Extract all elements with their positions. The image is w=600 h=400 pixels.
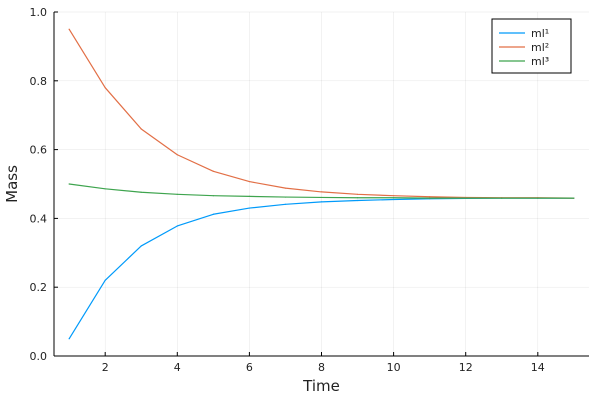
- data-point-s3-5: [212, 195, 214, 197]
- data-point-s2-8: [320, 191, 323, 193]
- data-point-s2-3: [140, 128, 142, 130]
- tick-labels: 2 4 6 8 10 12 14 0.0 0.2 0.4 0.6 0.8 1.0: [30, 6, 545, 374]
- data-point-s1-4: [176, 225, 178, 227]
- axes: [53, 11, 589, 357]
- data-point-s1-6: [248, 207, 250, 209]
- data-point-s2-5: [212, 170, 214, 172]
- x-tick-label: 2: [102, 361, 109, 374]
- data-point-s1-1: [68, 338, 70, 340]
- data-point-s2-6: [248, 180, 250, 183]
- legend-label-3: ml³: [531, 55, 549, 68]
- data-point-s2-4: [176, 154, 178, 156]
- data-point-s3-6: [248, 195, 250, 197]
- legend-label-2: ml²: [531, 41, 549, 54]
- data-point-s1-7: [284, 203, 287, 205]
- y-tick-label: 0.8: [30, 75, 48, 88]
- data-point-s3-9: [356, 197, 359, 199]
- data-point-s3-13: [501, 197, 503, 199]
- y-tick-label: 0.4: [30, 212, 48, 225]
- y-tick-label: 0.6: [30, 144, 48, 157]
- data-point-s1-8: [320, 201, 323, 203]
- y-tick-label: 0.0: [30, 350, 48, 363]
- y-tick-label: 0.2: [30, 281, 48, 294]
- x-tick-label: 12: [459, 361, 473, 374]
- legend-box: [491, 18, 572, 74]
- data-point-s3-4: [176, 193, 178, 195]
- data-point-s3-15: [573, 197, 575, 199]
- data-point-s2-10: [393, 195, 395, 197]
- plot-series: [68, 28, 575, 340]
- y-tick-label: 1.0: [30, 6, 48, 19]
- data-point-s2-7: [284, 187, 287, 189]
- data-point-s2-1: [68, 28, 70, 30]
- x-tick-label: 4: [174, 361, 181, 374]
- data-point-s3-2: [104, 188, 106, 190]
- x-axis-label: Time: [302, 377, 340, 395]
- data-point-s2-2: [104, 87, 106, 89]
- x-tick-label: 6: [246, 361, 253, 374]
- data-point-s3-3: [140, 191, 142, 193]
- x-tick-label: 10: [387, 361, 401, 374]
- data-point-s3-7: [284, 196, 287, 198]
- x-tick-label: 8: [318, 361, 325, 374]
- data-point-s3-14: [537, 197, 539, 199]
- data-point-s3-8: [320, 196, 323, 199]
- data-point-s3-12: [465, 197, 467, 199]
- data-point-s3-11: [429, 197, 431, 199]
- data-point-s2-9: [356, 193, 359, 195]
- data-point-s1-2: [104, 279, 106, 281]
- data-point-s1-5: [212, 213, 214, 215]
- legend-label-1: ml¹: [531, 27, 549, 40]
- y-axis-label: Mass: [3, 165, 21, 203]
- data-point-s1-3: [140, 245, 142, 247]
- data-point-s1-9: [356, 199, 359, 202]
- data-point-s3-10: [393, 197, 395, 199]
- data-point-s1-10: [393, 198, 395, 201]
- data-point-s2-11: [429, 196, 431, 198]
- grid: [54, 11, 589, 357]
- x-tick-label: 14: [531, 361, 545, 374]
- data-point-s3-1: [68, 183, 70, 185]
